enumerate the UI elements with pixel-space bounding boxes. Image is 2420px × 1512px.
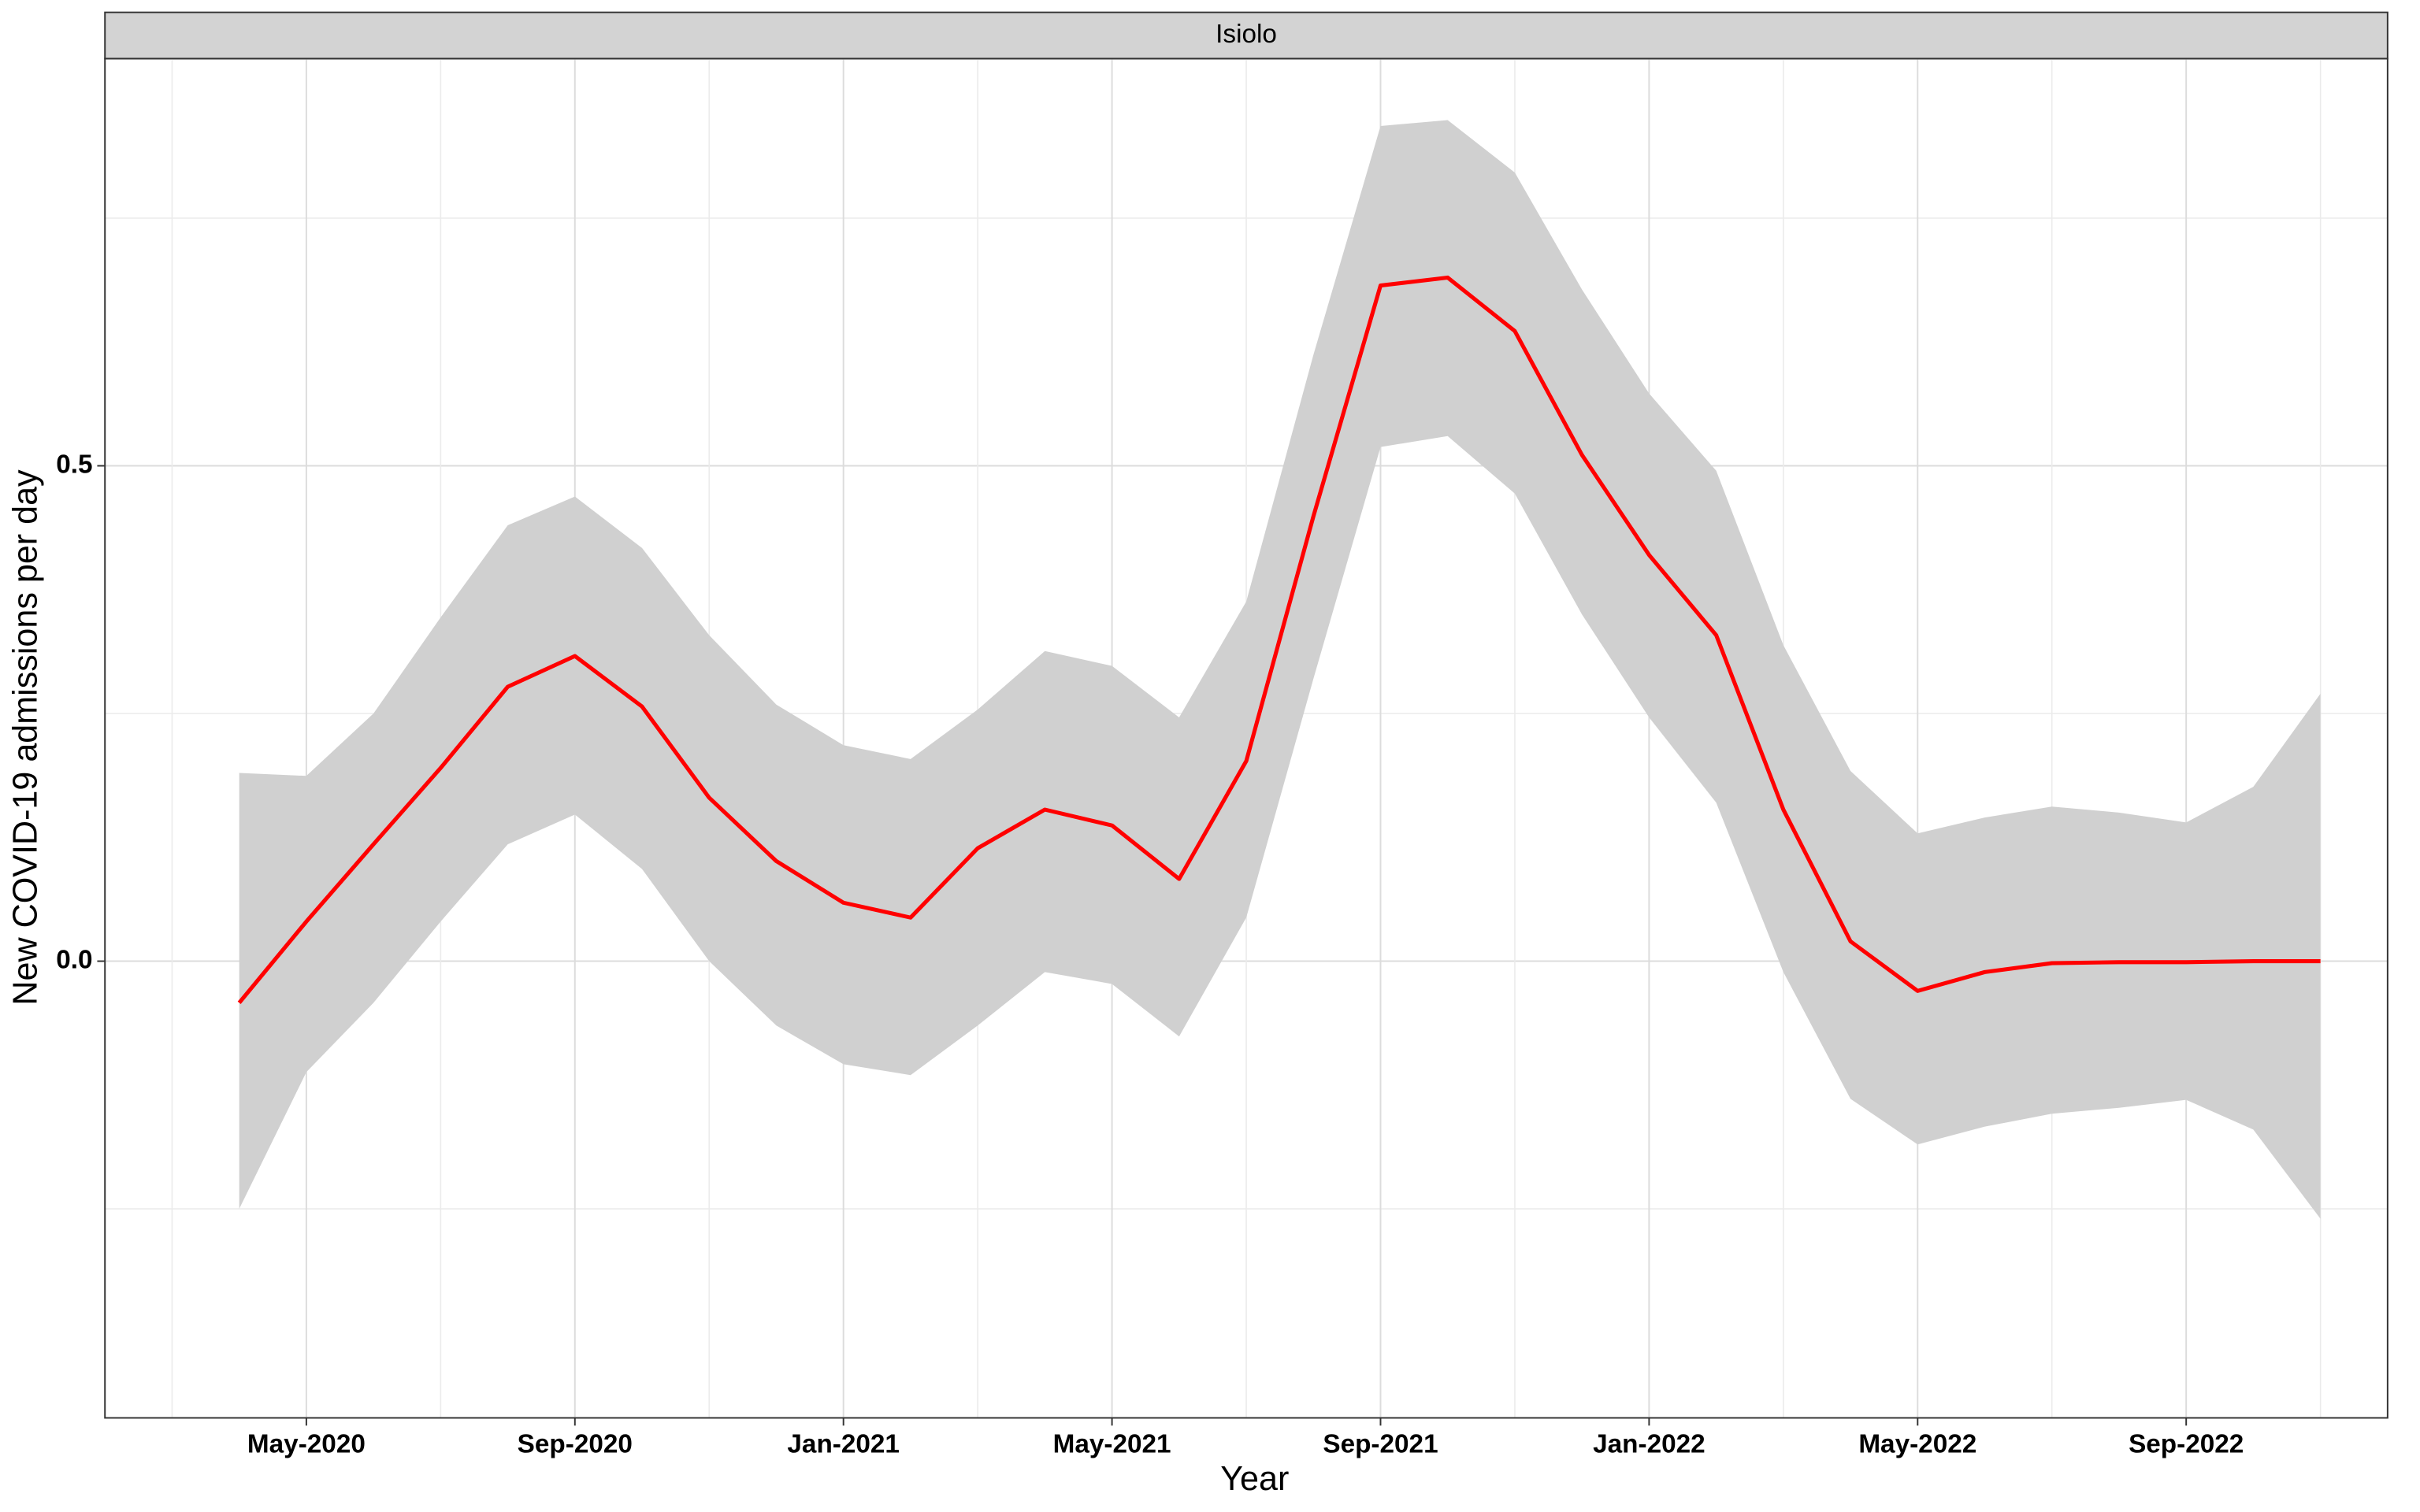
x-tick-label: May-2021 xyxy=(1053,1430,1171,1459)
y-tick-label: 0.5 xyxy=(56,450,92,479)
x-tick-label: Jan-2021 xyxy=(787,1430,900,1459)
marks xyxy=(237,120,2321,1219)
x-axis-label: Year xyxy=(1220,1460,1289,1498)
line xyxy=(237,275,2321,1004)
y-tick-label: 0.0 xyxy=(56,945,92,974)
x-tick-label: Jan-2022 xyxy=(1593,1430,1706,1459)
panel-border xyxy=(104,57,2388,1419)
x-tick-label: May-2022 xyxy=(1858,1430,1976,1459)
facet-title: Isiolo xyxy=(1216,20,1277,49)
facet-strip xyxy=(104,11,2388,60)
y-axis-label: New COVID-19 admissions per day xyxy=(7,469,45,1006)
x-tick-label: Sep-2022 xyxy=(2129,1430,2244,1459)
x-tick-label: Sep-2020 xyxy=(518,1430,633,1459)
x-tick-label: May-2020 xyxy=(247,1430,366,1459)
confidence-band xyxy=(239,120,2321,1219)
x-tick-label: Sep-2021 xyxy=(1323,1430,1438,1459)
